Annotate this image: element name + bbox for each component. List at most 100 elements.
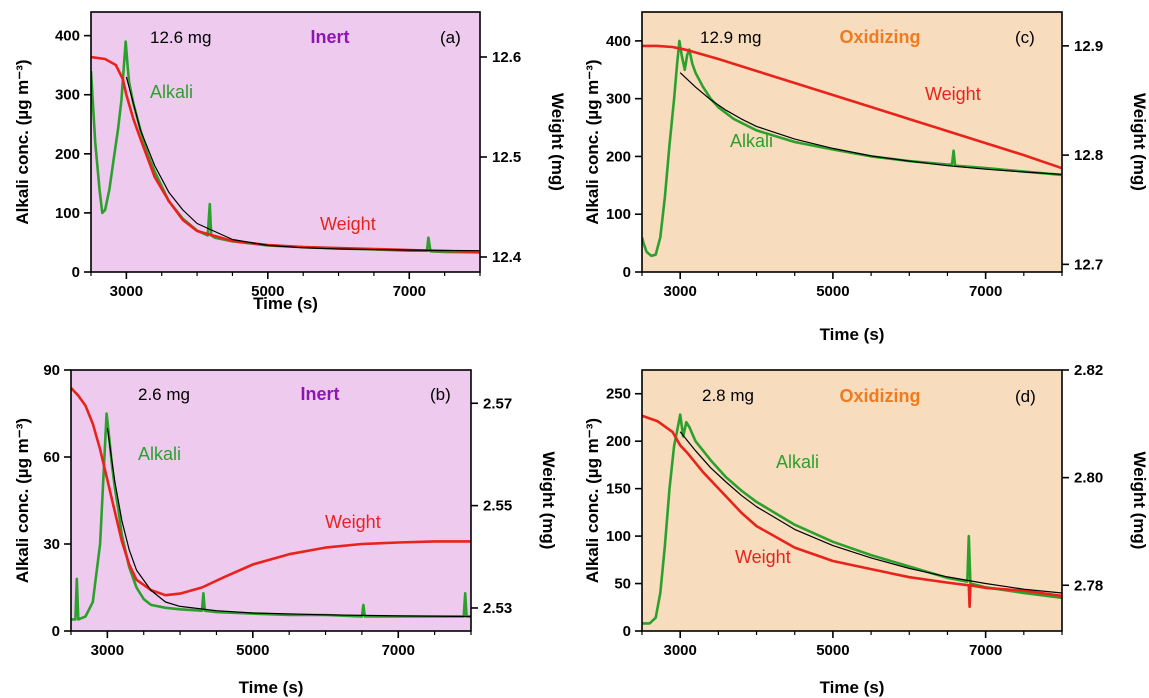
y2-axis-title: Weight (mg) xyxy=(1130,93,1149,191)
y-tick-label: 0 xyxy=(52,623,60,640)
y-tick-label: 90 xyxy=(43,362,60,379)
series-label-weight: Weight xyxy=(735,547,791,567)
series-label-weight: Weight xyxy=(320,214,376,234)
y-tick-label: 60 xyxy=(43,449,60,466)
x-tick-label: 7000 xyxy=(393,283,426,300)
y-axis-title: Alkali conc. (µg m⁻³) xyxy=(13,59,32,224)
y2-axis-title: Weight (mg) xyxy=(539,452,558,550)
y-tick-label: 400 xyxy=(55,28,80,45)
panel-b: 3000 5000 7000 0 30 60 90 2.53 2.55 2.57 Time (s) A… xyxy=(13,362,558,697)
y-axis-title: Alkali conc. (µg m⁻³) xyxy=(13,418,32,583)
y-tick-label: 200 xyxy=(606,148,631,165)
y2-tick-label: 12.9 xyxy=(1074,38,1103,55)
y2-axis-title: Weight (mg) xyxy=(1130,452,1149,550)
panel-label: (b) xyxy=(430,385,451,404)
plot-background xyxy=(71,370,471,631)
plot-background xyxy=(642,370,1062,631)
x-axis-title: Time (s) xyxy=(253,294,318,313)
y-tick-label: 50 xyxy=(614,576,631,593)
series-label-alkali: Alkali xyxy=(730,131,773,151)
panel-label: (c) xyxy=(1015,28,1035,47)
x-tick-label: 7000 xyxy=(382,642,415,659)
y2-tick-label: 2.55 xyxy=(483,498,512,515)
series-group xyxy=(71,387,471,621)
y-axis-title: Alkali conc. (µg m⁻³) xyxy=(583,59,602,224)
x-tick-label: 7000 xyxy=(969,283,1002,300)
sample-mass-label: 12.6 mg xyxy=(150,28,211,47)
x-tick-label: 7000 xyxy=(969,642,1002,659)
y-tick-label: 100 xyxy=(55,205,80,222)
fit-series-line xyxy=(125,76,480,252)
x-tick-label: 5000 xyxy=(251,283,284,300)
panel-c: 3000 5000 7000 0 100 200 300 400 12.7 12.8 12.9 Tim… xyxy=(583,11,1149,344)
y2-axis-title: Weight (mg) xyxy=(548,93,567,191)
y2-tick-label: 12.6 xyxy=(492,49,521,66)
y-tick-label: 0 xyxy=(623,264,631,281)
alkali-series-line xyxy=(71,412,471,621)
y-tick-label: 0 xyxy=(72,264,80,281)
y2-tick-label: 2.82 xyxy=(1074,362,1103,379)
sample-mass-label: 2.8 mg xyxy=(702,386,754,405)
y2-tick-label: 2.80 xyxy=(1074,470,1103,487)
series-label-weight: Weight xyxy=(925,84,981,104)
y2-tick-label: 2.78 xyxy=(1074,577,1103,594)
fit-series-line xyxy=(106,427,471,618)
x-tick-label: 5000 xyxy=(816,283,849,300)
y-axis-title: Alkali conc. (µg m⁻³) xyxy=(583,418,602,583)
plot-background xyxy=(642,12,1062,272)
plot-background xyxy=(91,12,480,272)
x-tick-label: 5000 xyxy=(236,642,269,659)
y2-tick-label: 12.5 xyxy=(492,149,521,166)
y2-tick-label: 12.7 xyxy=(1074,256,1103,273)
series-group xyxy=(642,39,1062,258)
y-tick-label: 0 xyxy=(623,623,631,640)
panel-d: 3000 5000 7000 0 50 100 150 200 250 2.78 2.80 2.82 T… xyxy=(583,362,1149,697)
y2-tick-label: 2.53 xyxy=(483,600,512,617)
series-label-weight: Weight xyxy=(325,512,381,532)
y-tick-label: 400 xyxy=(606,33,631,50)
panel-label: (d) xyxy=(1015,387,1036,406)
plot-frame xyxy=(641,369,1063,632)
y-tick-label: 100 xyxy=(606,206,631,223)
x-axis-title: Time (s) xyxy=(820,325,885,344)
y-tick-label: 250 xyxy=(606,386,631,403)
panel-a: 3000 5000 7000 0 100 200 300 400 12.4 12.5 12.6 Tim… xyxy=(13,11,567,313)
atmosphere-label: Oxidizing xyxy=(840,27,921,47)
series-label-alkali: Alkali xyxy=(150,82,193,102)
plot-frame xyxy=(70,369,472,632)
series-label-alkali: Alkali xyxy=(776,452,819,472)
sample-mass-label: 12.9 mg xyxy=(700,28,761,47)
x-tick-label: 3000 xyxy=(663,283,696,300)
y-tick-label: 30 xyxy=(43,536,60,553)
weight-series-line xyxy=(642,44,1062,170)
atmosphere-label: Inert xyxy=(310,27,349,47)
y2-tick-label: 2.57 xyxy=(483,395,512,412)
y-tick-label: 100 xyxy=(606,528,631,545)
panel-label: (a) xyxy=(440,28,461,47)
weight-series-line xyxy=(642,414,1062,609)
y-tick-label: 200 xyxy=(606,433,631,450)
x-axis-title: Time (s) xyxy=(820,678,885,697)
atmosphere-label: Inert xyxy=(300,384,339,404)
alkali-series-line xyxy=(642,39,1062,258)
plot-frame xyxy=(90,11,481,273)
weight-series-line xyxy=(71,387,471,597)
x-tick-label: 3000 xyxy=(110,283,143,300)
y-tick-label: 200 xyxy=(55,146,80,163)
y-tick-label: 300 xyxy=(606,91,631,108)
series-group xyxy=(642,413,1062,625)
y2-tick-label: 12.4 xyxy=(492,249,522,266)
alkali-series-line xyxy=(642,413,1062,625)
y2-tick-label: 12.8 xyxy=(1074,147,1103,164)
plot-frame xyxy=(641,11,1063,273)
y-tick-label: 300 xyxy=(55,87,80,104)
sample-mass-label: 2.6 mg xyxy=(138,385,190,404)
x-axis-title: Time (s) xyxy=(239,678,304,697)
x-tick-label: 3000 xyxy=(91,642,124,659)
atmosphere-label: Oxidizing xyxy=(840,386,921,406)
fit-series-line xyxy=(679,431,1062,594)
fit-series-line xyxy=(679,72,1062,175)
x-tick-label: 5000 xyxy=(816,642,849,659)
x-tick-label: 3000 xyxy=(663,642,696,659)
